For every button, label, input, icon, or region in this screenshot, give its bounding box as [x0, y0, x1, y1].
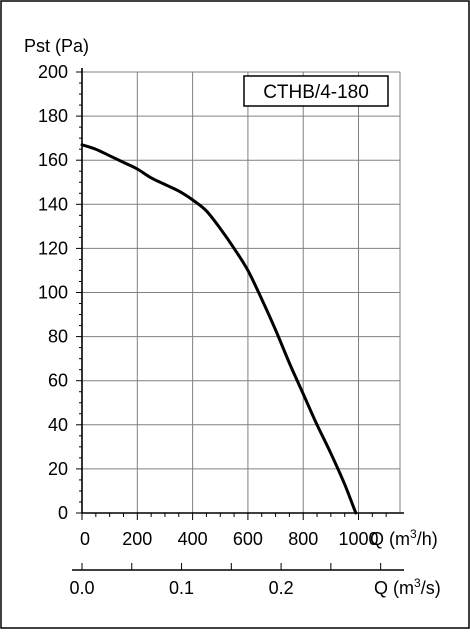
y-tick-label: 160: [38, 150, 68, 170]
y-axis-label: Pst (Pa): [24, 36, 89, 56]
y-tick-label: 40: [48, 415, 68, 435]
x2-axis-label: Q (m3/s): [374, 576, 441, 598]
legend-box: [243, 75, 389, 107]
x-tick-label: 0: [80, 529, 90, 549]
series-line-pst: [80, 143, 358, 515]
x-tick-label: 400: [178, 529, 208, 549]
x2-tick-label: 0.2: [269, 578, 294, 598]
x-tick-label: 1000: [338, 529, 378, 549]
x2-tick-label: 0.0: [69, 578, 94, 598]
x2-tick-label: 0.1: [169, 578, 194, 598]
legend-label: CTHB/4-180: [263, 82, 369, 103]
y-tick-label: 100: [38, 283, 68, 303]
y-tick-label: 120: [38, 238, 68, 258]
y-tick-label: 80: [48, 327, 68, 347]
y-tick-label: 140: [38, 194, 68, 214]
x-tick-label: 600: [233, 529, 263, 549]
x-tick-label: 800: [288, 529, 318, 549]
x-tick-label: 200: [122, 529, 152, 549]
y-tick-label: 200: [38, 62, 68, 82]
y-tick-label: 20: [48, 459, 68, 479]
x-axis-label: Q (m3/h): [370, 527, 438, 549]
y-tick-label: 0: [58, 503, 68, 523]
y-tick-label: 180: [38, 106, 68, 126]
y-tick-label: 60: [48, 371, 68, 391]
